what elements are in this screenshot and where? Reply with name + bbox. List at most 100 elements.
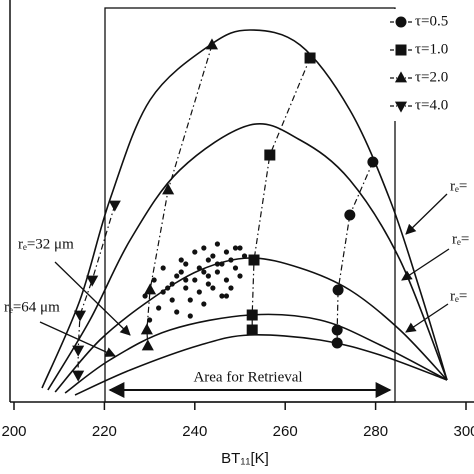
x-tick-label: 220: [92, 423, 117, 440]
arrow: [401, 248, 450, 281]
plot-area: [41, 29, 448, 396]
scatter-point: [192, 249, 198, 255]
scatter-point: [223, 293, 230, 299]
marker: [246, 309, 258, 321]
scatter-point: [183, 277, 189, 283]
scatter-point: [237, 273, 243, 279]
re-curve: [47, 123, 448, 391]
scatter-point: [205, 281, 211, 287]
scatter-point: [214, 261, 220, 267]
scatter-point: [201, 301, 207, 307]
tau-line: [251, 57, 311, 330]
tau-line: [336, 161, 374, 343]
legend-label: τ=0.5: [415, 13, 448, 29]
legend: τ=0.5 τ=1.0 τ=2.0 τ=4.0: [390, 13, 448, 113]
scatter-point: [214, 269, 220, 275]
scatter-point: [174, 273, 180, 279]
marker: [395, 16, 407, 28]
scatter-point: [192, 277, 198, 283]
marker: [367, 156, 379, 168]
marker: [141, 339, 154, 351]
marker: [246, 324, 258, 336]
x-tick-label: 260: [273, 423, 298, 440]
marker: [394, 71, 408, 83]
marker: [73, 310, 87, 322]
marker: [108, 200, 121, 212]
scatter-point: [241, 253, 248, 259]
scatter-point: [201, 245, 207, 251]
scatter-point: [205, 273, 211, 279]
scatter-point: [223, 277, 230, 283]
scatter-point: [142, 293, 148, 299]
annotation: Area for Retrieval: [193, 369, 302, 385]
scatter-point: [160, 289, 166, 295]
marker: [331, 337, 343, 349]
marker: [72, 370, 85, 382]
scatter-point: [169, 281, 175, 287]
scatter-point: [214, 241, 220, 247]
arrow: [39, 321, 116, 357]
marker: [72, 345, 85, 357]
scatter-point: [147, 317, 153, 323]
scatter-point: [219, 293, 225, 299]
scatter-point: [169, 297, 175, 303]
re-curve: [41, 29, 448, 389]
scatter-point: [196, 265, 202, 271]
marker: [332, 284, 344, 296]
scatter-point: [183, 285, 189, 291]
legend-label: τ=4.0: [415, 97, 448, 113]
x-tick-label: 240: [182, 423, 207, 440]
scatter-point: [187, 313, 193, 319]
annotation: rₑ=: [450, 288, 467, 304]
marker: [248, 254, 260, 266]
scatter-point: [237, 245, 243, 251]
marker: [264, 149, 276, 161]
scatter-point: [228, 285, 234, 291]
annotation-arrows: [39, 193, 450, 357]
x-tick-label: 300: [453, 423, 474, 440]
marker: [162, 183, 175, 195]
scatter-point: [174, 309, 180, 315]
scatter-point: [187, 297, 193, 303]
scatter-point: [196, 289, 202, 295]
scatter-point: [156, 305, 162, 311]
tau-line: [77, 204, 116, 375]
x-tick-label: 280: [363, 423, 388, 440]
arrow: [405, 193, 448, 235]
marker: [140, 323, 153, 335]
scatter-point: [178, 269, 184, 275]
scatter-point: [223, 249, 230, 255]
marker: [395, 44, 407, 56]
scatter-point: [232, 245, 239, 251]
scatter-point: [151, 277, 157, 283]
marker: [205, 38, 219, 50]
scatter-point: [201, 269, 207, 275]
re-curve: [74, 334, 448, 396]
marker: [344, 209, 356, 221]
annotation: rₑ=: [452, 231, 469, 247]
scatter-point: [232, 265, 239, 271]
arrow: [54, 261, 131, 336]
scatter-point: [219, 261, 225, 267]
annotation: rₑ=64 μm: [4, 299, 60, 315]
x-tick-label: 200: [1, 423, 26, 440]
legend-label: τ=1.0: [415, 41, 448, 57]
x-axis-label: BT₁₁[K]: [221, 450, 269, 467]
scatter-point: [210, 285, 216, 291]
scatter-point: [228, 257, 234, 263]
annotation: rₑ=: [450, 178, 467, 194]
marker: [304, 52, 316, 64]
scatter-point: [160, 265, 166, 271]
scatter-point: [178, 257, 184, 263]
marker: [331, 324, 343, 336]
scatter-point: [210, 253, 216, 259]
marker: [394, 101, 408, 113]
marker: [144, 283, 157, 295]
marker: [86, 275, 99, 287]
scatter-point: [165, 285, 171, 291]
retrieval-box: [104, 7, 396, 403]
legend-label: τ=2.0: [415, 69, 448, 85]
arrow: [405, 303, 449, 333]
